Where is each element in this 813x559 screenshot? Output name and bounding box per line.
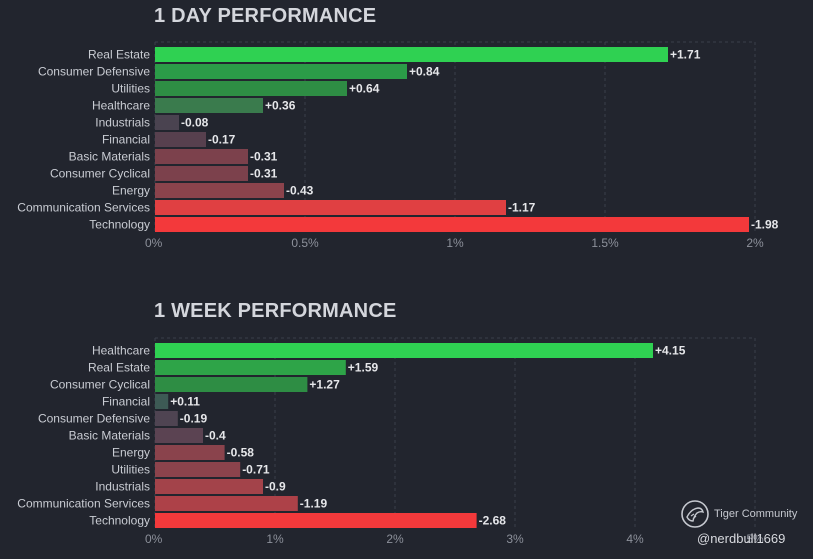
x-tick-label: 4% — [626, 532, 644, 546]
category-label: Utilities — [111, 82, 150, 96]
watermark-brand: Tiger Community — [714, 508, 798, 520]
category-label: Industrials — [95, 116, 150, 130]
data-label: +1.59 — [348, 361, 379, 375]
bar — [155, 81, 347, 96]
bar — [155, 183, 284, 198]
x-tick-label: 2% — [746, 236, 764, 250]
bar — [155, 445, 225, 460]
data-label: -2.68 — [479, 514, 507, 528]
watermark-user: @nerdbull1669 — [697, 531, 786, 546]
bar — [155, 496, 298, 511]
bar — [155, 217, 749, 232]
data-label: +4.15 — [655, 344, 686, 358]
bar — [155, 64, 407, 79]
data-label: -0.08 — [181, 116, 209, 130]
x-tick-label: 1% — [446, 236, 464, 250]
chart-title-1week: 1 WEEK PERFORMANCE — [154, 300, 397, 322]
bar — [155, 132, 206, 147]
category-label: Basic Materials — [69, 429, 150, 443]
category-label: Utilities — [111, 463, 150, 477]
bar — [155, 343, 653, 358]
bar — [155, 98, 263, 113]
category-label: Technology — [89, 514, 150, 528]
data-label: -0.71 — [242, 463, 270, 477]
chart-title-1day: 1 DAY PERFORMANCE — [154, 5, 377, 27]
x-tick-label: 3% — [506, 532, 524, 546]
x-tick-label: 2% — [386, 532, 404, 546]
category-label: Consumer Defensive — [38, 412, 150, 426]
data-label: +0.84 — [409, 65, 440, 79]
data-label: -0.43 — [286, 184, 314, 198]
data-label: +0.64 — [349, 82, 380, 96]
data-label: -1.17 — [508, 201, 536, 215]
category-label: Technology — [89, 218, 150, 232]
category-label: Industrials — [95, 480, 150, 494]
x-tick-label: 0% — [145, 236, 163, 250]
category-label: Real Estate — [88, 48, 150, 62]
tiger-logo-icon — [681, 500, 709, 528]
data-label: +1.27 — [309, 378, 340, 392]
data-label: -0.9 — [265, 480, 286, 494]
data-label: -1.19 — [300, 497, 328, 511]
data-label: -0.58 — [227, 446, 255, 460]
bar — [155, 513, 477, 528]
bar — [155, 479, 263, 494]
x-tick-label: 0% — [145, 532, 163, 546]
x-tick-label: 1% — [266, 532, 284, 546]
bar — [155, 411, 178, 426]
bar — [155, 115, 179, 130]
data-label: -0.4 — [205, 429, 226, 443]
bar — [155, 200, 506, 215]
bar — [155, 166, 248, 181]
bar — [155, 462, 241, 477]
x-tick-label: 1.5% — [591, 236, 619, 250]
category-label: Energy — [112, 184, 150, 198]
data-label: -1.98 — [751, 218, 779, 232]
x-tick-label: 5% — [746, 532, 764, 546]
bar — [155, 149, 248, 164]
category-label: Communication Services — [17, 497, 150, 511]
bar — [155, 377, 308, 392]
bar — [155, 394, 169, 409]
category-label: Financial — [102, 395, 150, 409]
x-tick-label: 0.5% — [291, 236, 319, 250]
category-label: Energy — [112, 446, 150, 460]
data-label: -0.17 — [208, 133, 236, 147]
category-label: Real Estate — [88, 361, 150, 375]
category-label: Healthcare — [92, 99, 150, 113]
category-label: Basic Materials — [69, 150, 150, 164]
bar — [155, 47, 668, 62]
data-label: +1.71 — [670, 48, 701, 62]
data-label: -0.31 — [250, 167, 278, 181]
data-label: +0.36 — [265, 99, 296, 113]
bar — [155, 428, 203, 443]
category-label: Consumer Defensive — [38, 65, 150, 79]
category-label: Communication Services — [17, 201, 150, 215]
data-label: -0.19 — [180, 412, 208, 426]
data-label: +0.11 — [170, 395, 200, 409]
category-label: Financial — [102, 133, 150, 147]
category-label: Consumer Cyclical — [50, 167, 150, 181]
category-label: Consumer Cyclical — [50, 378, 150, 392]
data-label: -0.31 — [250, 150, 278, 164]
bar — [155, 360, 346, 375]
category-label: Healthcare — [92, 344, 150, 358]
